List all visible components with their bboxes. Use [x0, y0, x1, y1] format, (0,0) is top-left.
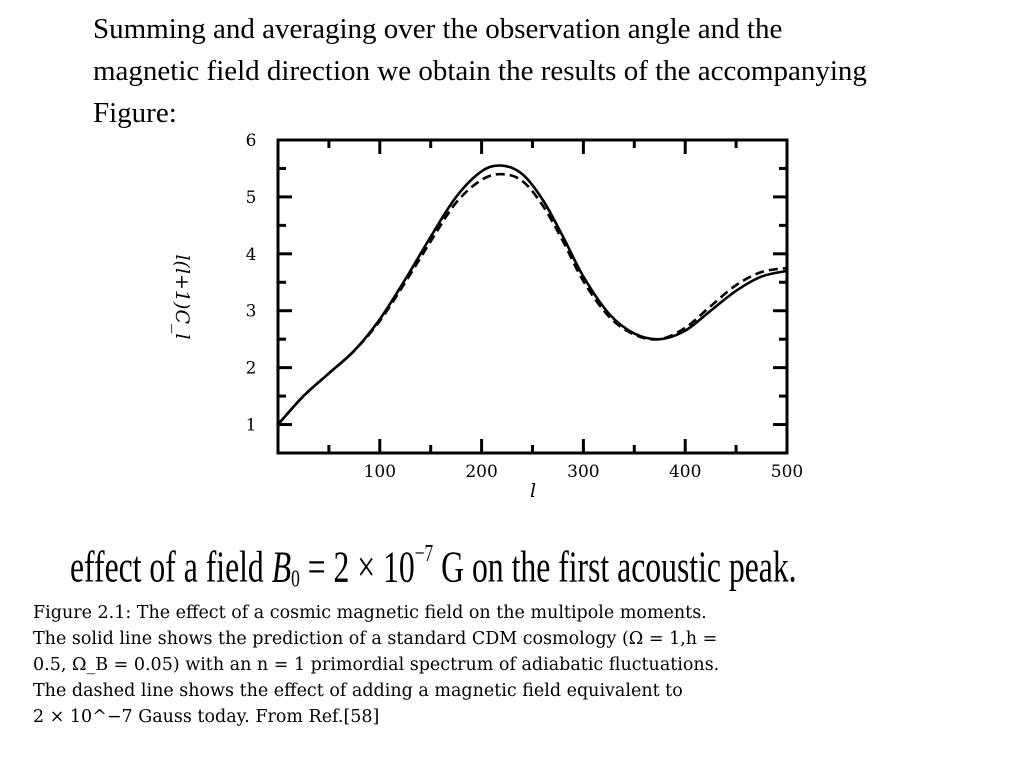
intro-line: magnetic field direction we obtain the r… [93, 55, 867, 87]
figure-headline: effect of a field B0 = 2 × 10−7 G on the… [70, 528, 797, 605]
intro-line: Figure: [93, 97, 177, 129]
headline-subscript: 0 [291, 565, 300, 593]
x-tick-label: 400 [669, 462, 701, 482]
intro-text: Summing and averaging over the observati… [93, 8, 1013, 134]
y-tick-label: 5 [246, 188, 257, 208]
figure-caption: Figure 2.1: The effect of a cosmic magne… [33, 600, 953, 730]
x-tick-label: 200 [465, 462, 497, 482]
x-axis-label: l [530, 480, 536, 502]
y-tick-label: 1 [246, 416, 257, 436]
caption-line: 2 × 10^−7 Gauss today. From Ref.[58] [33, 707, 380, 727]
tick-labels: 100 200 300 400 500 1 2 3 4 5 6 [246, 131, 804, 482]
y-tick-label: 6 [246, 131, 257, 151]
headline-exponent: −7 [414, 540, 434, 567]
multipole-chart: 100 200 300 400 500 1 2 3 4 5 6 l(l+1)C_l l [171, 131, 804, 502]
caption-line: 0.5, Ω_B = 0.05) with an n = 1 primordia… [33, 655, 720, 675]
axis-ticks [278, 140, 787, 453]
caption-line: Figure 2.1: The effect of a cosmic magne… [33, 603, 707, 623]
series-group [277, 164, 788, 426]
x-tick-label: 100 [364, 462, 396, 482]
caption-line: The solid line shows the prediction of a… [33, 629, 718, 649]
caption-line: The dashed line shows the effect of addi… [33, 681, 683, 701]
headline-part: = 2 × 10 [299, 542, 415, 592]
headline-part: G on the first acoustic peak. [433, 542, 797, 592]
intro-line: Summing and averaging over the observati… [93, 13, 783, 45]
x-tick-label: 500 [771, 462, 803, 482]
y-axis-label: l(l+1)C_l [171, 254, 193, 339]
solid-series-line [277, 164, 788, 426]
y-tick-label: 3 [246, 302, 257, 322]
headline-part: effect of a field [70, 542, 272, 592]
headline-symbol: B [271, 542, 292, 592]
x-tick-label: 300 [567, 462, 599, 482]
y-tick-label: 2 [246, 359, 257, 379]
dashed-series-line [277, 172, 788, 426]
y-tick-label: 4 [246, 245, 257, 265]
